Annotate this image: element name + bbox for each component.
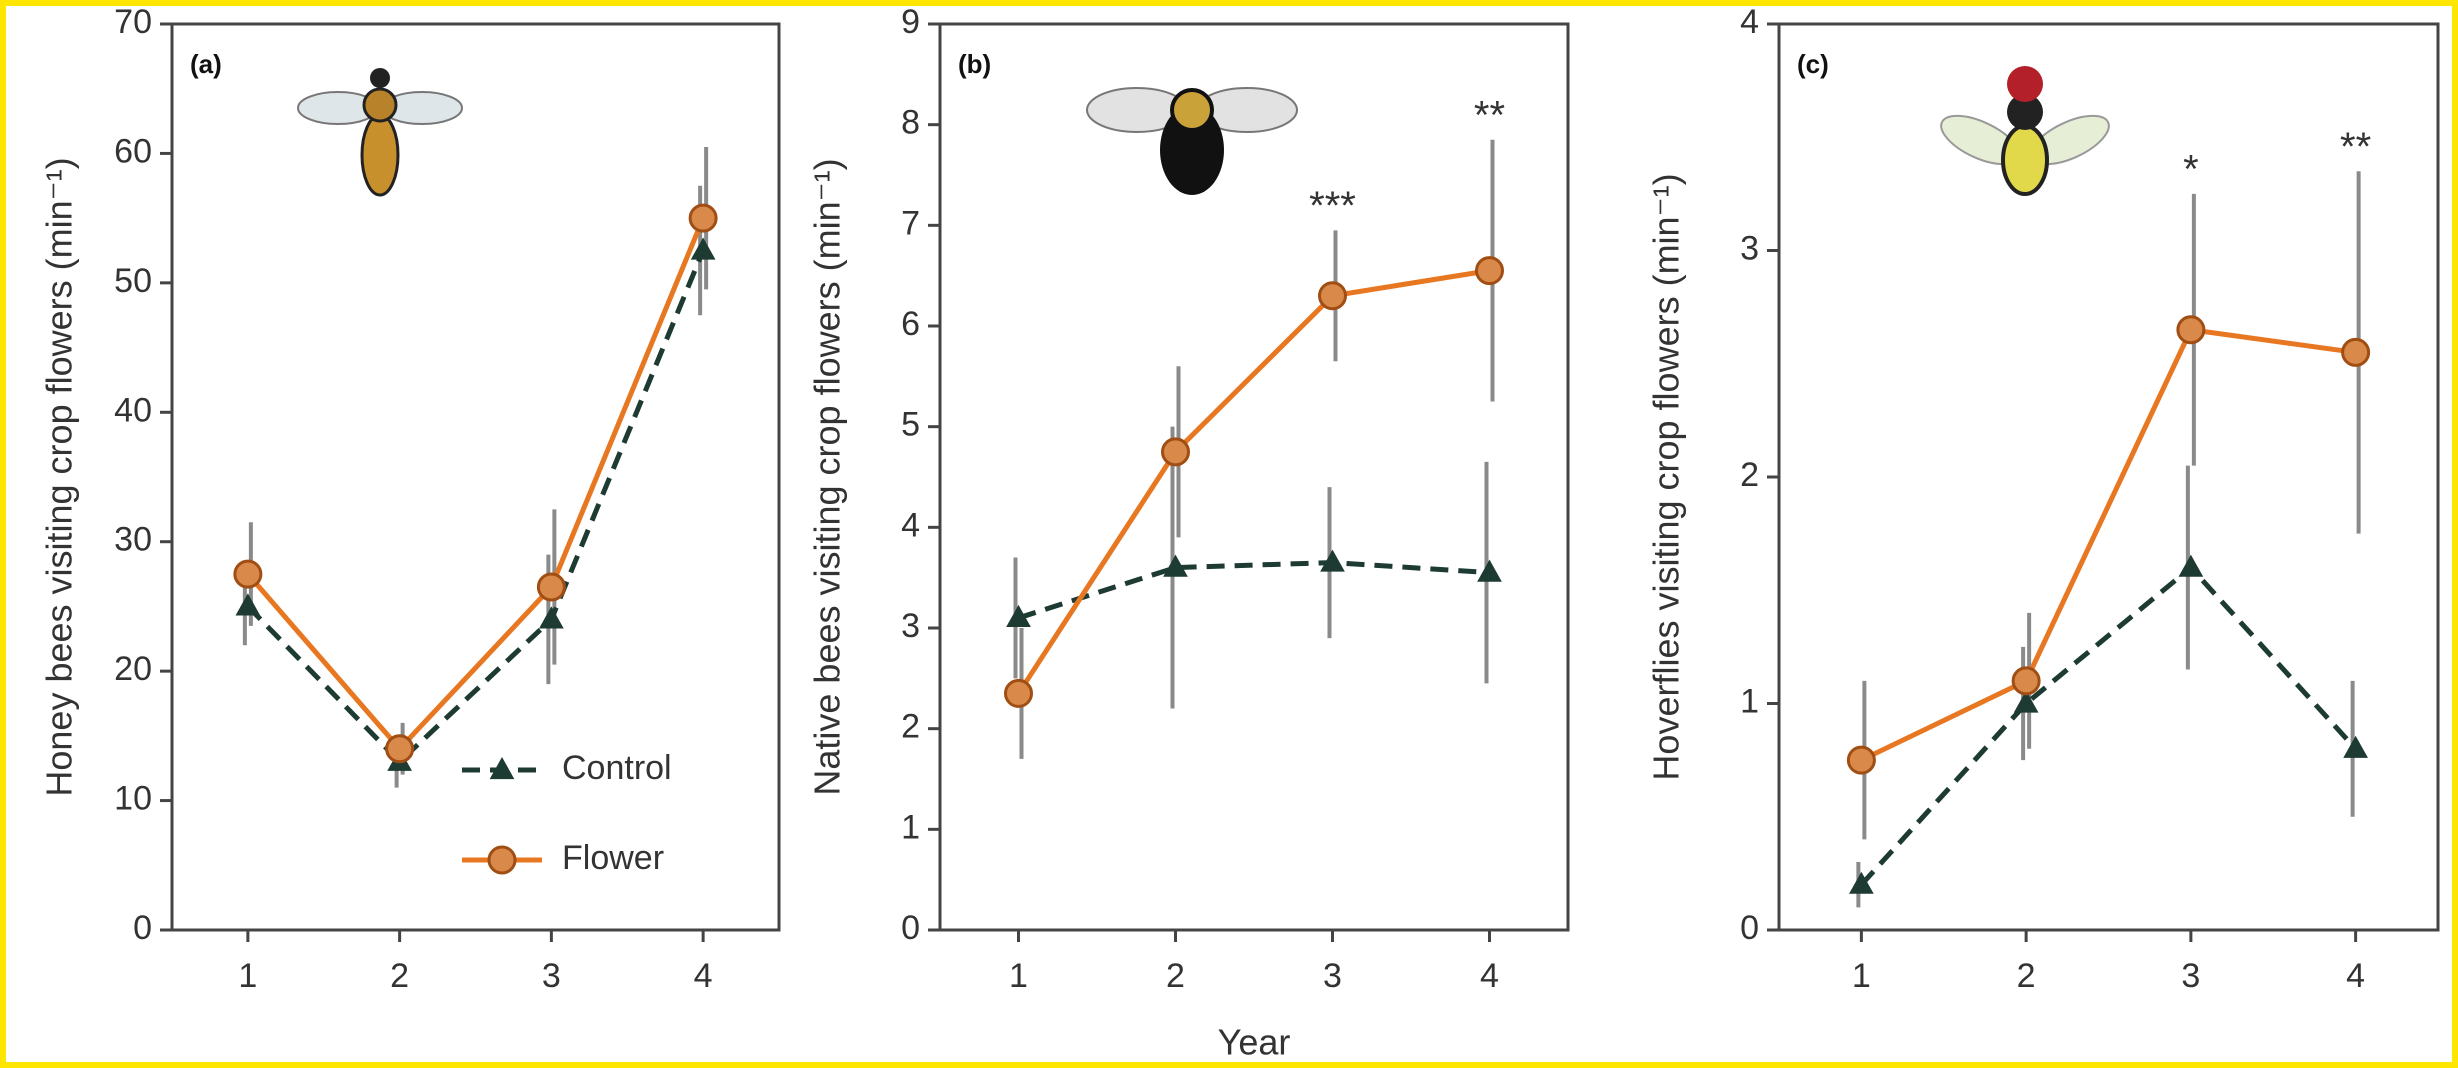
y-axis-label: Hoverflies visiting crop flowers (min⁻¹)	[1646, 173, 1687, 780]
y-tick-label: 9	[901, 3, 920, 41]
panel-label: (a)	[190, 49, 222, 79]
x-tick-label: 3	[542, 957, 561, 995]
marker	[1477, 258, 1503, 284]
marker	[387, 736, 413, 762]
significance-mark: *	[2183, 147, 2199, 191]
legend-marker	[489, 847, 515, 873]
marker	[1163, 439, 1189, 465]
y-tick-label: 20	[114, 650, 152, 688]
significance-mark: **	[2340, 125, 2371, 169]
x-tick-label: 4	[1480, 957, 1499, 995]
x-tick-label: 1	[1852, 957, 1871, 995]
y-tick-label: 40	[114, 391, 152, 429]
y-tick-label: 6	[901, 305, 920, 343]
x-tick-label: 2	[390, 957, 409, 995]
legend-label: Control	[562, 749, 672, 787]
y-tick-label: 7	[901, 204, 920, 242]
y-tick-label: 0	[901, 909, 920, 947]
y-tick-label: 10	[114, 780, 152, 818]
x-tick-label: 4	[2346, 957, 2365, 995]
x-tick-label: 3	[1323, 957, 1342, 995]
y-tick-label: 5	[901, 406, 920, 444]
y-tick-label: 60	[114, 132, 152, 170]
marker	[538, 574, 564, 600]
marker	[1848, 747, 1874, 773]
y-tick-label: 2	[1740, 456, 1759, 494]
marker	[235, 561, 261, 587]
panel-label: (c)	[1797, 49, 1829, 79]
x-tick-label: 3	[2181, 957, 2200, 995]
y-tick-label: 70	[114, 3, 152, 41]
panel-label: (b)	[958, 49, 991, 79]
x-axis-label: Year	[1218, 1022, 1291, 1063]
y-tick-label: 0	[1740, 909, 1759, 947]
x-tick-label: 1	[1009, 957, 1028, 995]
y-tick-label: 0	[133, 909, 152, 947]
y-tick-label: 30	[114, 521, 152, 559]
marker	[2178, 317, 2204, 343]
marker	[1006, 680, 1032, 706]
x-tick-label: 4	[694, 957, 713, 995]
y-tick-label: 50	[114, 262, 152, 300]
x-tick-label: 2	[1166, 957, 1185, 995]
marker	[1320, 283, 1346, 309]
y-tick-label: 1	[1740, 682, 1759, 720]
y-tick-label: 8	[901, 104, 920, 142]
significance-mark: **	[1474, 93, 1505, 137]
significance-mark: ***	[1309, 184, 1356, 228]
marker	[2013, 668, 2039, 694]
y-tick-label: 4	[1740, 3, 1759, 41]
y-tick-label: 3	[901, 607, 920, 645]
x-tick-label: 2	[2017, 957, 2036, 995]
y-tick-label: 1	[901, 808, 920, 846]
legend-label: Flower	[562, 839, 664, 877]
marker	[2343, 339, 2369, 365]
y-tick-label: 2	[901, 708, 920, 746]
figure: 0102030405060701234Honey bees visiting c…	[0, 0, 2458, 1068]
y-axis-label: Honey bees visiting crop flowers (min⁻¹)	[39, 157, 80, 796]
x-tick-label: 1	[238, 957, 257, 995]
y-tick-label: 3	[1740, 229, 1759, 267]
y-tick-label: 4	[901, 506, 920, 544]
y-axis-label: Native bees visiting crop flowers (min⁻¹…	[807, 158, 848, 795]
marker	[690, 205, 716, 231]
